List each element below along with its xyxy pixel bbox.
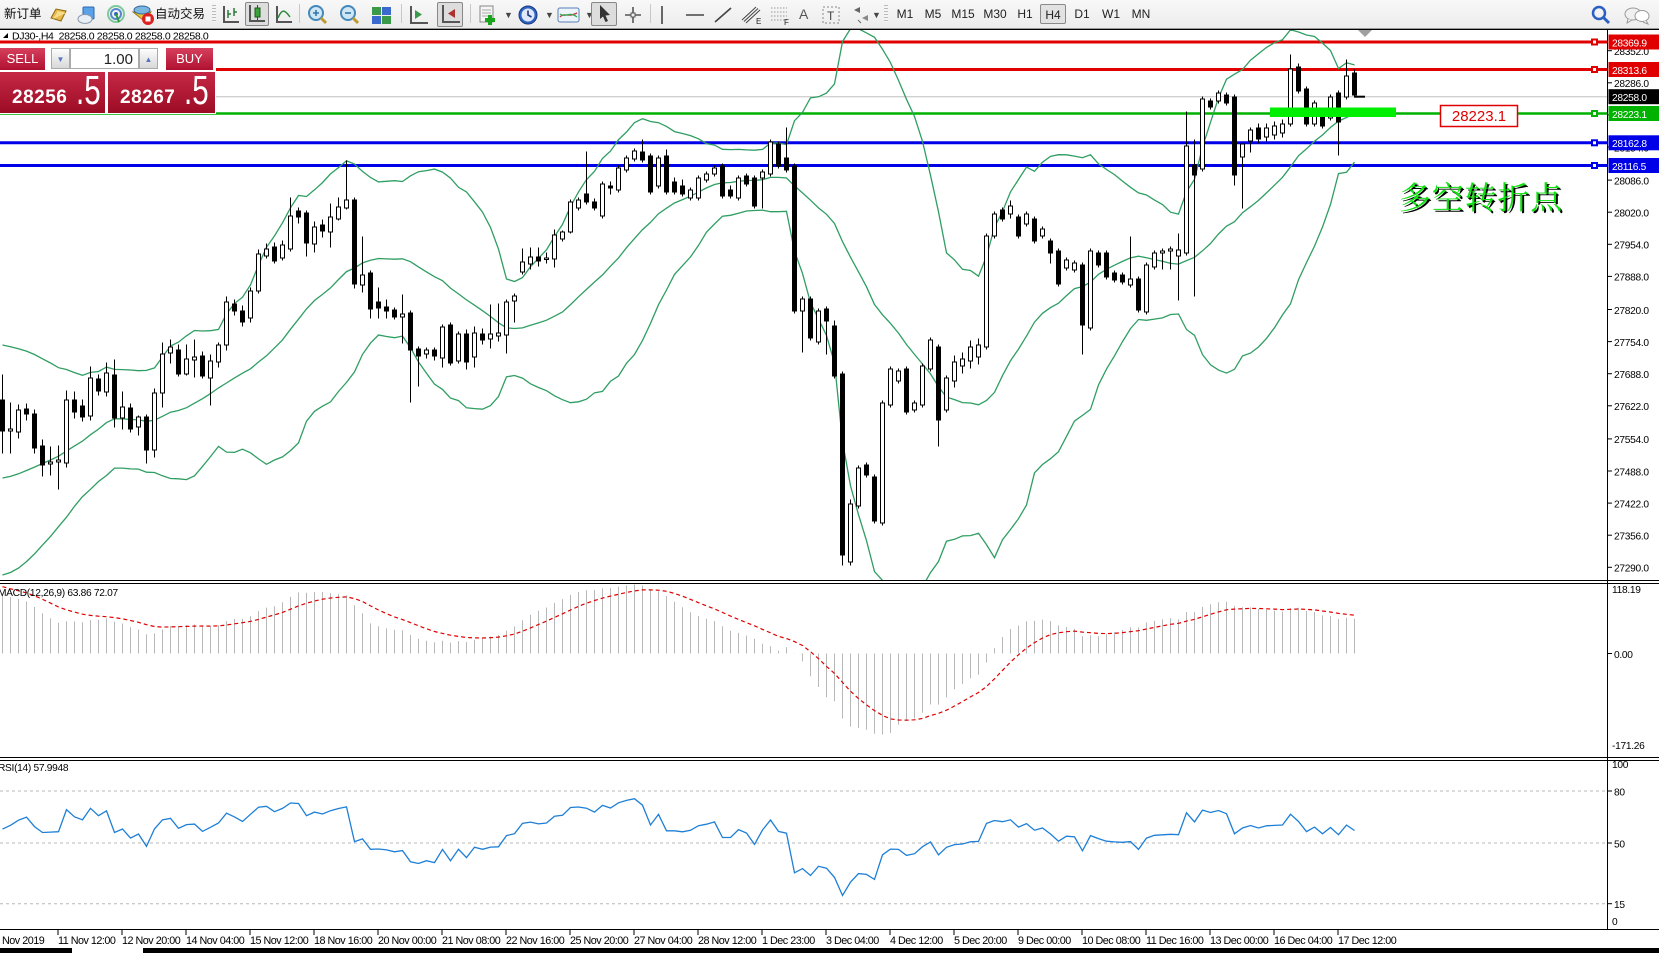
svg-text:100: 100	[1612, 760, 1629, 771]
svg-text:28086.0: 28086.0	[1614, 176, 1649, 187]
svg-text:21 Nov 08:00: 21 Nov 08:00	[442, 935, 501, 947]
svg-text:118.19: 118.19	[1612, 585, 1641, 596]
svg-text:80: 80	[1614, 787, 1625, 798]
svg-text:22 Nov 16:00: 22 Nov 16:00	[506, 935, 565, 947]
svg-text:27554.0: 27554.0	[1614, 435, 1649, 446]
svg-text:DJ30-,H4 28258.0 28258.0 2825: DJ30-,H4 28258.0 28258.0 28258.0 28258.0	[12, 31, 209, 43]
svg-text:1 Dec 23:00: 1 Dec 23:00	[762, 935, 815, 947]
svg-text:28162.8: 28162.8	[1612, 139, 1647, 150]
svg-text:27754.0: 27754.0	[1614, 338, 1649, 349]
svg-text:17 Dec 12:00: 17 Dec 12:00	[1338, 935, 1397, 947]
svg-text:14 Nov 04:00: 14 Nov 04:00	[186, 935, 245, 947]
svg-text:28223.1: 28223.1	[1452, 108, 1506, 125]
svg-text:28223.1: 28223.1	[1612, 110, 1647, 121]
svg-text:20 Nov 00:00: 20 Nov 00:00	[378, 935, 437, 947]
svg-text:4 Dec 12:00: 4 Dec 12:00	[890, 935, 943, 947]
svg-text:10 Dec 08:00: 10 Dec 08:00	[1082, 935, 1141, 947]
svg-text:28352.0: 28352.0	[1614, 47, 1649, 58]
svg-text:27422.0: 27422.0	[1614, 499, 1649, 510]
svg-text:27 Nov 04:00: 27 Nov 04:00	[634, 935, 693, 947]
svg-text:28369.9: 28369.9	[1612, 38, 1647, 49]
svg-text:15 Nov 12:00: 15 Nov 12:00	[250, 935, 309, 947]
svg-text:27356.0: 27356.0	[1614, 532, 1649, 543]
svg-text:18 Nov 16:00: 18 Nov 16:00	[314, 935, 373, 947]
svg-text:50: 50	[1614, 839, 1625, 850]
svg-text:25 Nov 20:00: 25 Nov 20:00	[570, 935, 629, 947]
svg-text:13 Dec 00:00: 13 Dec 00:00	[1210, 935, 1269, 947]
svg-text:27488.0: 27488.0	[1614, 467, 1649, 478]
svg-text:0.00: 0.00	[1614, 650, 1633, 661]
svg-text:28 Nov 12:00: 28 Nov 12:00	[698, 935, 757, 947]
svg-text:MACD(12,26,9) 63.86 72.07: MACD(12,26,9) 63.86 72.07	[0, 588, 119, 599]
svg-text:E: E	[756, 17, 761, 26]
svg-text:28020.0: 28020.0	[1614, 209, 1649, 220]
svg-text:28116.5: 28116.5	[1612, 162, 1647, 173]
svg-text:28313.6: 28313.6	[1612, 66, 1647, 77]
svg-text:Nov 2019: Nov 2019	[2, 935, 45, 947]
svg-text:RSI(14) 57.9948: RSI(14) 57.9948	[0, 763, 69, 774]
svg-text:27290.0: 27290.0	[1614, 564, 1649, 575]
svg-text:27820.0: 27820.0	[1614, 306, 1649, 317]
svg-text:27888.0: 27888.0	[1614, 273, 1649, 284]
svg-text:5 Dec 20:00: 5 Dec 20:00	[954, 935, 1007, 947]
svg-text:9 Dec 00:00: 9 Dec 00:00	[1018, 935, 1071, 947]
svg-text:T: T	[827, 9, 835, 23]
svg-text:3 Dec 04:00: 3 Dec 04:00	[826, 935, 879, 947]
svg-text:0: 0	[1612, 917, 1618, 928]
svg-text:28286.0: 28286.0	[1614, 79, 1649, 90]
svg-text:F: F	[784, 18, 789, 27]
svg-text:-171.26: -171.26	[1612, 741, 1645, 752]
svg-text:27622.0: 27622.0	[1614, 402, 1649, 413]
svg-text:12 Nov 20:00: 12 Nov 20:00	[122, 935, 181, 947]
svg-text:16 Dec 04:00: 16 Dec 04:00	[1274, 935, 1333, 947]
svg-text:27954.0: 27954.0	[1614, 241, 1649, 252]
svg-text:11 Dec 16:00: 11 Dec 16:00	[1146, 935, 1204, 947]
svg-text:27688.0: 27688.0	[1614, 370, 1649, 381]
svg-text:28258.0: 28258.0	[1612, 93, 1647, 104]
svg-text:15: 15	[1614, 900, 1625, 911]
svg-text:11 Nov 12:00: 11 Nov 12:00	[58, 935, 116, 947]
